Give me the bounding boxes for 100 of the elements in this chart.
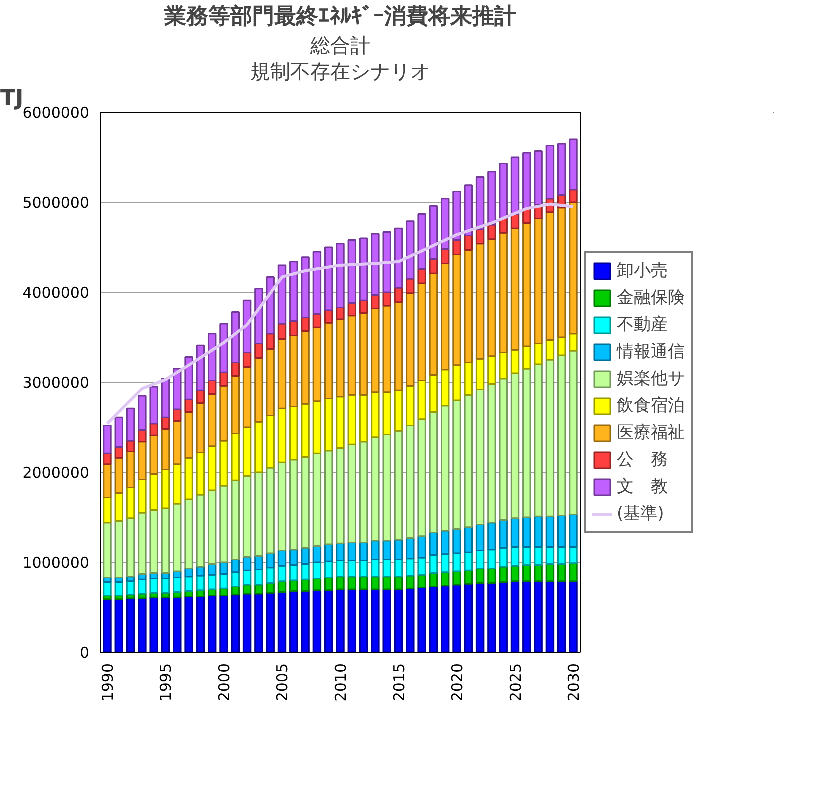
- bar: [546, 339, 555, 361]
- bar: [231, 594, 240, 652]
- bar: [266, 467, 275, 554]
- bar: [138, 441, 147, 480]
- bar: [301, 547, 310, 566]
- y-tick-label: 0: [80, 644, 90, 662]
- bar: [406, 278, 415, 294]
- bar: [126, 451, 136, 489]
- bar: [266, 333, 275, 350]
- bar: [546, 145, 555, 200]
- bar: [290, 320, 298, 336]
- bar: [301, 403, 310, 458]
- bar: [394, 576, 404, 590]
- bar: [464, 552, 474, 572]
- bar: [220, 385, 228, 442]
- bar: [558, 207, 566, 338]
- bar: [231, 312, 240, 364]
- bar: [406, 558, 415, 577]
- bar: [336, 447, 345, 544]
- bar: [173, 368, 182, 410]
- bar: [348, 394, 357, 446]
- bar: [510, 349, 520, 374]
- legend-label: 文 教: [617, 476, 668, 498]
- bar: [452, 364, 462, 402]
- bar: [464, 394, 474, 528]
- bar: [103, 522, 112, 579]
- bar: [324, 590, 334, 652]
- bar: [324, 246, 334, 312]
- y-tick-label: 1000000: [22, 554, 90, 572]
- bar: [371, 308, 380, 394]
- bar: [499, 163, 508, 220]
- bar: [418, 268, 426, 284]
- bar: [569, 514, 578, 548]
- bar: [464, 249, 474, 364]
- bar: [150, 578, 158, 594]
- legend-label: 公 務: [617, 449, 668, 471]
- bar: [254, 421, 264, 474]
- bar: [278, 408, 287, 464]
- bar: [301, 256, 310, 318]
- bar: [569, 562, 578, 582]
- bar: [208, 595, 217, 652]
- bar: [173, 503, 182, 572]
- bar: [324, 322, 334, 400]
- bar: [312, 400, 322, 454]
- bar: [488, 356, 496, 386]
- bar: [208, 490, 217, 566]
- bar: [558, 143, 566, 196]
- bar: [290, 406, 298, 461]
- bar: [406, 588, 415, 652]
- bar: [220, 323, 228, 374]
- bar: [476, 358, 485, 390]
- bar: [488, 171, 496, 226]
- bar: [546, 546, 555, 566]
- bar: [359, 238, 368, 302]
- bar: [196, 596, 206, 652]
- bar: [138, 395, 147, 431]
- bar: [242, 366, 252, 428]
- bar: [394, 228, 404, 289]
- bar: [558, 580, 566, 652]
- bar: [394, 390, 404, 432]
- bar: [429, 374, 438, 413]
- x-tick-label: 2020: [448, 663, 467, 702]
- bar: [301, 578, 310, 592]
- bar: [301, 330, 310, 405]
- bar: [266, 276, 275, 335]
- bar: [558, 514, 566, 548]
- bar: [126, 408, 136, 442]
- bar: [348, 542, 357, 562]
- bar: [220, 573, 228, 590]
- text: 規制不存在シナリオ: [250, 60, 430, 84]
- bar: [440, 405, 450, 532]
- bar: [138, 598, 147, 652]
- bar: [290, 564, 298, 582]
- bar: [220, 485, 228, 564]
- y-tick-label: 3000000: [22, 374, 90, 392]
- bar: [161, 378, 170, 418]
- bar: [499, 232, 508, 354]
- bar: [394, 302, 404, 392]
- bar: [452, 584, 462, 652]
- bar: [510, 156, 520, 215]
- bar: [558, 336, 566, 356]
- bar: [569, 189, 578, 204]
- legend-label: 不動産: [617, 314, 668, 336]
- bar: [476, 243, 485, 360]
- bar: [336, 243, 345, 309]
- bar: [452, 570, 462, 586]
- bar: [196, 344, 206, 392]
- bar: [312, 546, 322, 564]
- bar: [312, 251, 322, 315]
- bar: [534, 546, 543, 566]
- bar: [406, 292, 415, 387]
- bar: [394, 588, 404, 652]
- bar: [429, 532, 438, 556]
- bar: [348, 588, 357, 652]
- bar: [242, 352, 252, 368]
- bar: [452, 190, 462, 242]
- bar: [382, 392, 392, 436]
- bar: [429, 258, 438, 274]
- bar: [359, 576, 368, 590]
- bar: [184, 398, 194, 413]
